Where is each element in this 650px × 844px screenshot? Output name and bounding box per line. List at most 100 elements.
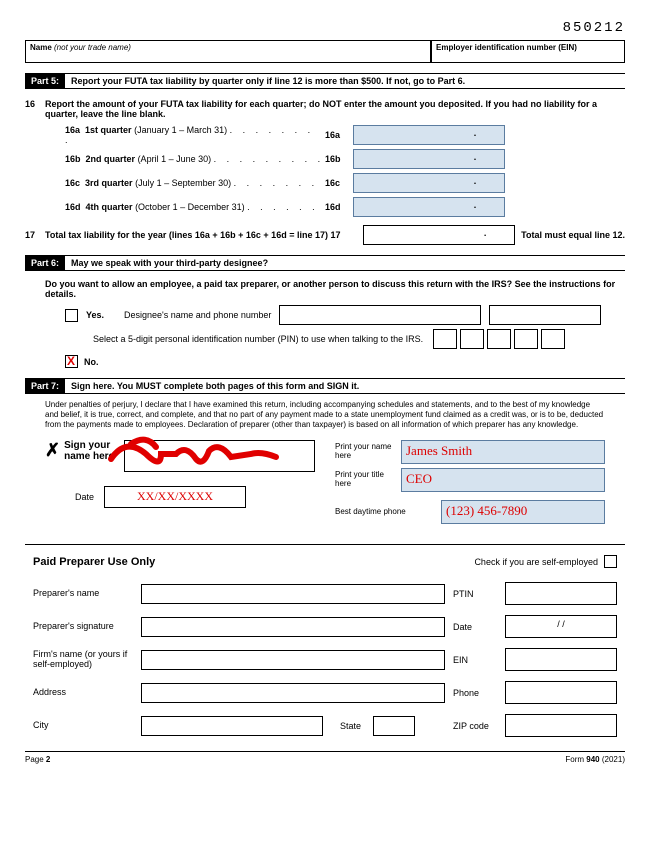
designee-label: Designee's name and phone number xyxy=(124,310,271,320)
part6-tag: Part 6: xyxy=(25,256,65,270)
signature-field[interactable] xyxy=(124,440,315,472)
prep-name-field[interactable] xyxy=(141,584,445,604)
amount-16c[interactable]: . xyxy=(353,173,505,193)
pin-1[interactable] xyxy=(433,329,457,349)
line16-intro: 16 Report the amount of your FUTA tax li… xyxy=(25,99,625,119)
q4-bold: 4th quarter xyxy=(86,202,133,212)
printname-field[interactable]: James Smith xyxy=(401,440,605,464)
no-row: X No. xyxy=(65,355,625,368)
q3-dots: . . . . . . . xyxy=(234,178,319,188)
ptin-label: PTIN xyxy=(453,589,497,599)
q3-bold: 3rd quarter xyxy=(85,178,133,188)
q4-span: (October 1 – December 31) xyxy=(135,202,245,212)
tag-16d: 16d xyxy=(65,202,81,212)
tag-16a: 16a xyxy=(65,125,80,135)
designee-phone-field[interactable] xyxy=(489,305,601,325)
pin-3[interactable] xyxy=(487,329,511,349)
tag2-16b: 16b xyxy=(325,154,353,164)
q4-dots: . . . . . . xyxy=(247,202,319,212)
city-field[interactable] xyxy=(141,716,323,736)
printname-label: Print your name here xyxy=(335,443,395,461)
part7-title: Sign here. You MUST complete both pages … xyxy=(65,379,365,393)
printtitle-field[interactable]: CEO xyxy=(401,468,605,492)
x-mark-icon: X xyxy=(67,354,75,368)
q2-bold: 2nd quarter xyxy=(86,154,136,164)
tag-16b: 16b xyxy=(65,154,81,164)
phone-label: Best daytime phone xyxy=(335,508,435,517)
prep-date-field[interactable]: / / xyxy=(505,615,617,638)
row-16a: 16a 1st quarter (January 1 – March 31) .… xyxy=(65,125,625,145)
footer-form: Form xyxy=(565,755,586,764)
part6-question: Do you want to allow an employee, a paid… xyxy=(45,279,625,299)
amount-16a[interactable]: . xyxy=(353,125,505,145)
part7-bar: Part 7: Sign here. You MUST complete bot… xyxy=(25,378,625,394)
firm-phone-label: Phone xyxy=(453,688,497,698)
sign-block: ✗ Sign your name here Date XX/XX/XXXX Pr… xyxy=(45,440,605,528)
date-field[interactable]: XX/XX/XXXX xyxy=(104,486,246,508)
signature-icon xyxy=(101,429,301,479)
firm-name-label: Firm's name (or yours if self-employed) xyxy=(33,650,133,670)
tag-16c: 16c xyxy=(65,178,80,188)
address-label: Address xyxy=(33,688,133,698)
q1-span: (January 1 – March 31) xyxy=(134,125,227,135)
part6-title: May we speak with your third-party desig… xyxy=(65,256,274,270)
part5-bar: Part 5: Report your FUTA tax liability b… xyxy=(25,73,625,89)
name-field[interactable]: Name (not your trade name) xyxy=(25,41,431,62)
ptin-field[interactable] xyxy=(505,582,617,605)
q3-span: (July 1 – September 30) xyxy=(135,178,231,188)
firm-name-field[interactable] xyxy=(141,650,445,670)
amount-17[interactable]: . xyxy=(363,225,515,245)
part6-bar: Part 6: May we speak with your third-par… xyxy=(25,255,625,271)
part7-tag: Part 7: xyxy=(25,379,65,393)
self-employed-label: Check if you are self-employed xyxy=(474,557,598,567)
prep-name-label: Preparer's name xyxy=(33,589,133,599)
pin-5[interactable] xyxy=(541,329,565,349)
separator xyxy=(25,544,625,545)
row-16d: 16d 4th quarter (October 1 – December 31… xyxy=(65,197,625,217)
footer: Page 2 Form 940 (2021) xyxy=(25,751,625,764)
line17-text: Total tax liability for the year (lines … xyxy=(45,230,328,240)
part5-title: Report your FUTA tax liability by quarte… xyxy=(65,74,471,88)
tag2-16d: 16d xyxy=(325,202,353,212)
state-field[interactable] xyxy=(373,716,415,736)
amount-16b[interactable]: . xyxy=(353,149,505,169)
firm-ein-label: EIN xyxy=(453,655,497,665)
address-field[interactable] xyxy=(141,683,445,703)
no-label: No. xyxy=(84,357,99,367)
prep-sig-field[interactable] xyxy=(141,617,445,637)
pin-2[interactable] xyxy=(460,329,484,349)
firm-phone-field[interactable] xyxy=(505,681,617,704)
footer-formnum: 940 xyxy=(586,755,599,764)
pin-row: Select a 5-digit personal identification… xyxy=(65,329,625,349)
q2-dots: . . . . . . . . . xyxy=(214,154,325,164)
zip-field[interactable] xyxy=(505,714,617,737)
line16-text: Report the amount of your FUTA tax liabi… xyxy=(45,99,625,119)
form-code: 850212 xyxy=(25,20,625,36)
state-label: State xyxy=(331,721,365,731)
header-row: Name (not your trade name) Employer iden… xyxy=(25,40,625,63)
ein-field[interactable]: Employer identification number (EIN) xyxy=(431,41,625,62)
no-checkbox[interactable]: X xyxy=(65,355,78,368)
firm-ein-field[interactable] xyxy=(505,648,617,671)
tag2-16a: 16a xyxy=(325,130,353,140)
footer-year: (2021) xyxy=(600,755,625,764)
yes-checkbox[interactable] xyxy=(65,309,78,322)
part5-tag: Part 5: xyxy=(25,74,65,88)
phone-field[interactable]: (123) 456-7890 xyxy=(441,500,605,524)
city-label: City xyxy=(33,721,133,731)
tag2-16c: 16c xyxy=(325,178,353,188)
printtitle-label: Print your title here xyxy=(335,471,395,489)
sign-x-icon: ✗ xyxy=(45,440,60,461)
zip-label: ZIP code xyxy=(453,721,497,731)
pin-4[interactable] xyxy=(514,329,538,349)
ppu-title: Paid Preparer Use Only xyxy=(33,556,155,568)
line17-tag: 17 xyxy=(330,230,340,240)
self-employed-checkbox[interactable] xyxy=(604,555,617,568)
prep-date-label: Date xyxy=(453,622,497,632)
amount-16d[interactable]: . xyxy=(353,197,505,217)
date-label: Date xyxy=(75,492,94,502)
pin-label: Select a 5-digit personal identification… xyxy=(93,334,423,344)
row-16c: 16c 3rd quarter (July 1 – September 30) … xyxy=(65,173,625,193)
paid-preparer-section: Paid Preparer Use Only Check if you are … xyxy=(33,555,617,737)
designee-name-field[interactable] xyxy=(279,305,481,325)
